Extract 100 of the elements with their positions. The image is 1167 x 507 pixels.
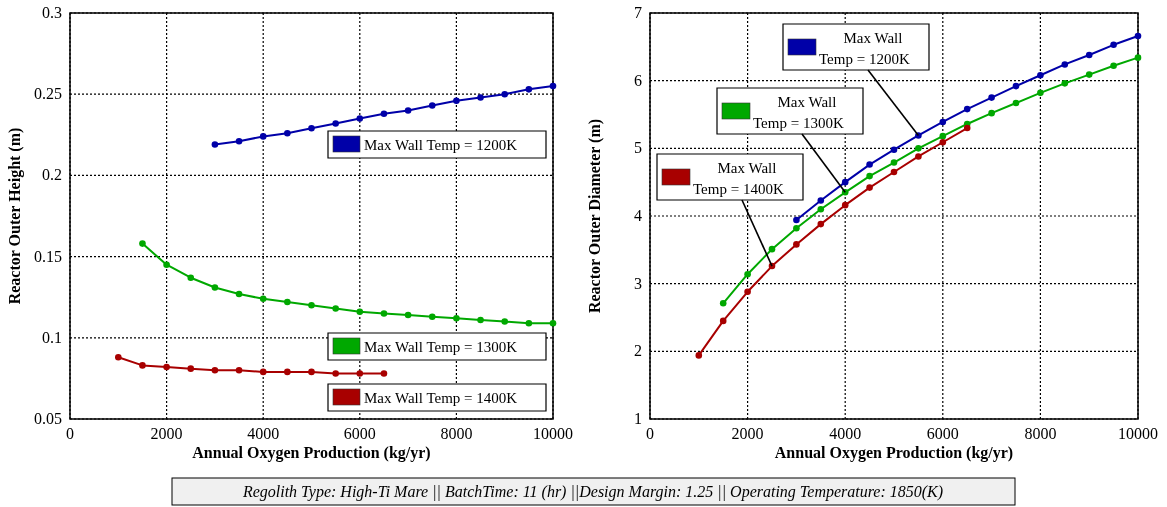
legend-label: Max Wall Temp = 1200K [819, 30, 910, 67]
point [453, 315, 460, 322]
point [1037, 89, 1044, 97]
point [744, 270, 751, 278]
point [841, 178, 849, 186]
point [356, 308, 364, 316]
point [284, 368, 291, 376]
x-tick-label: 6000 [926, 425, 959, 442]
point [211, 141, 219, 148]
point [1012, 82, 1020, 90]
point [841, 201, 849, 209]
point [939, 138, 947, 146]
point [890, 146, 898, 153]
y-tick-label: 4 [634, 207, 642, 224]
point [356, 115, 364, 122]
point [793, 241, 800, 248]
point [525, 86, 533, 93]
x-tick-label: 4000 [829, 425, 862, 442]
point [1134, 54, 1142, 61]
y-tick-label: 0.2 [42, 166, 62, 184]
point [817, 197, 825, 204]
point [525, 319, 533, 327]
point [187, 365, 195, 372]
x-tick-label: 2000 [150, 425, 183, 442]
y-tick-label: 5 [634, 139, 642, 157]
legend-label: Max Wall Temp = 1400K [693, 160, 784, 197]
point [380, 370, 388, 377]
point [915, 153, 922, 160]
point [163, 261, 170, 269]
y-tick-label: 0.25 [34, 85, 62, 103]
point [404, 107, 412, 114]
x-tick-label: 8000 [440, 425, 473, 442]
point [139, 362, 146, 369]
point [963, 105, 971, 113]
point [1085, 71, 1093, 78]
legend-label: Max Wall Temp = 1200K [364, 137, 518, 153]
point [719, 317, 727, 325]
point [793, 216, 800, 224]
y-tick-label: 7 [634, 4, 642, 21]
x-tick-label: 0 [66, 425, 74, 442]
point [1012, 99, 1020, 107]
point [259, 133, 267, 140]
point [719, 299, 727, 307]
point [963, 124, 971, 132]
point [380, 310, 388, 317]
point [1061, 61, 1069, 68]
point [866, 161, 873, 168]
point [428, 313, 436, 320]
x-tick-label: 2000 [731, 425, 764, 442]
point [477, 94, 484, 101]
point [1110, 41, 1117, 49]
y-tick-label: 0.05 [34, 410, 62, 427]
point [453, 97, 460, 104]
x-tick-label: 6000 [343, 425, 376, 442]
point [308, 125, 315, 132]
y-tick-label: 0.3 [42, 4, 62, 21]
point [356, 370, 364, 377]
point [939, 132, 947, 140]
point [163, 363, 170, 371]
point [284, 129, 291, 137]
y-tick-label: 0.15 [34, 247, 62, 265]
y-tick-label: 6 [634, 71, 642, 89]
point [235, 138, 243, 145]
y-tick-label: 3 [634, 274, 642, 292]
legend-label: Max Wall Temp = 1300K [753, 94, 844, 131]
point [428, 102, 436, 109]
point [915, 145, 922, 152]
point [332, 305, 339, 312]
point [308, 368, 315, 376]
point [988, 94, 995, 101]
point [187, 274, 195, 282]
y-tick-label: 2 [634, 342, 642, 360]
x-tick-label: 8000 [1024, 425, 1057, 442]
point [1134, 32, 1142, 40]
point [695, 352, 703, 359]
point [1110, 62, 1117, 70]
point [744, 288, 751, 296]
point [817, 205, 825, 213]
point [235, 290, 243, 298]
point [866, 184, 873, 191]
point [866, 172, 873, 180]
point [259, 295, 267, 303]
point [308, 302, 315, 309]
point [939, 118, 947, 126]
point [477, 316, 484, 324]
point [793, 224, 800, 232]
point [211, 366, 219, 374]
point [139, 240, 146, 247]
point [115, 353, 122, 361]
x-tick-label: 4000 [247, 425, 280, 442]
point [211, 284, 219, 291]
y-axis-title: Reactor Outer Diameter (m) [586, 118, 604, 314]
point [549, 319, 557, 327]
point [332, 370, 339, 377]
point [332, 120, 339, 127]
legend-label: Max Wall Temp = 1400K [364, 390, 518, 406]
point [890, 159, 898, 166]
point [1085, 51, 1093, 59]
point [768, 245, 776, 253]
y-axis-title: Reactor Outer Height (m) [6, 127, 24, 305]
